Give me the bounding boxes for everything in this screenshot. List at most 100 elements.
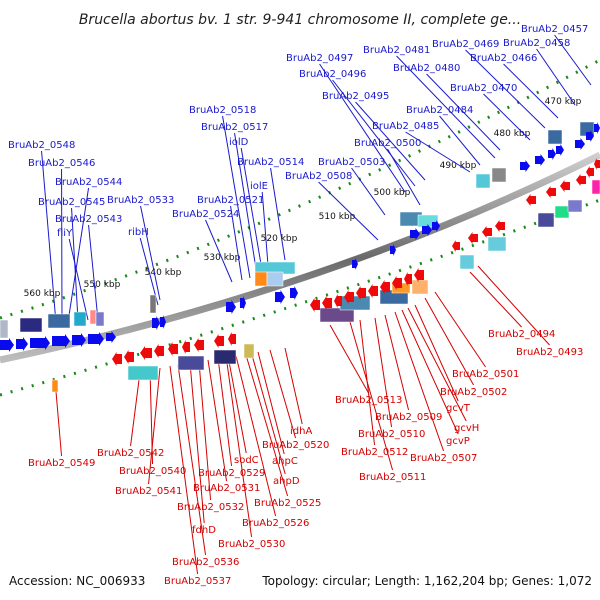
feature-block[interactable]	[319, 307, 355, 323]
feature-block[interactable]	[567, 199, 583, 213]
forward-gene-arrow[interactable]	[556, 144, 564, 156]
feature-block[interactable]	[213, 349, 237, 365]
feature-block[interactable]	[127, 365, 159, 381]
feature-block[interactable]	[487, 236, 507, 252]
gene-label-forward[interactable]: BruAb2_0514	[237, 157, 304, 168]
gene-label-reverse[interactable]: BruAb2_0549	[28, 458, 95, 469]
gene-label-forward[interactable]: ribH	[128, 227, 149, 238]
gene-label-forward[interactable]: BruAb2_0497	[286, 53, 353, 64]
gene-label-reverse[interactable]: BruAb2_0512	[341, 447, 408, 458]
feature-block[interactable]	[459, 254, 475, 270]
feature-block[interactable]	[554, 205, 570, 219]
reverse-gene-arrow[interactable]	[526, 194, 536, 206]
gene-label-reverse[interactable]: BruAb2_0510	[358, 429, 425, 440]
gene-label-reverse[interactable]: ahpC	[272, 456, 298, 467]
forward-gene-arrow[interactable]	[535, 154, 545, 166]
reverse-gene-arrow[interactable]	[576, 174, 586, 186]
forward-gene-arrow[interactable]	[520, 160, 530, 172]
gene-label-forward[interactable]: BruAb2_0495	[322, 91, 389, 102]
reverse-gene-arrow[interactable]	[546, 186, 556, 198]
forward-gene-arrow[interactable]	[160, 315, 166, 329]
forward-gene-arrow[interactable]	[352, 258, 358, 270]
gene-label-forward[interactable]: BruAb2_0543	[55, 214, 122, 225]
feature-block[interactable]	[411, 279, 429, 295]
gene-label-forward[interactable]: BruAb2_0496	[299, 69, 366, 80]
gene-label-reverse[interactable]: BruAb2_0531	[193, 483, 260, 494]
forward-gene-arrow[interactable]	[575, 138, 585, 150]
reverse-gene-arrow[interactable]	[140, 346, 152, 360]
forward-gene-arrow[interactable]	[390, 244, 396, 256]
forward-gene-arrow[interactable]	[548, 148, 556, 160]
gene-label-reverse[interactable]: BruAb2_0507	[410, 453, 477, 464]
gene-label-reverse[interactable]: BruAb2_0502	[440, 387, 507, 398]
gene-label-forward[interactable]: BruAb2_0521	[197, 195, 264, 206]
reverse-gene-arrow[interactable]	[452, 240, 460, 252]
forward-gene-arrow[interactable]	[30, 336, 50, 350]
reverse-gene-arrow[interactable]	[168, 342, 178, 356]
forward-gene-arrow[interactable]	[0, 338, 14, 352]
reverse-gene-arrow[interactable]	[368, 284, 378, 298]
gene-label-forward[interactable]: BruAb2_0500	[354, 138, 421, 149]
feature-block[interactable]	[0, 319, 9, 339]
gene-label-forward[interactable]: BruAb2_0466	[470, 53, 537, 64]
forward-gene-arrow[interactable]	[432, 220, 440, 232]
feature-block[interactable]	[547, 129, 563, 145]
reverse-gene-arrow[interactable]	[334, 294, 342, 308]
gene-label-forward[interactable]: BruAb2_0457	[521, 24, 588, 35]
reverse-gene-arrow[interactable]	[154, 344, 164, 358]
forward-gene-arrow[interactable]	[275, 290, 285, 304]
gene-label-forward[interactable]: BruAb2_0546	[28, 158, 95, 169]
reverse-gene-arrow[interactable]	[310, 298, 320, 312]
gene-label-forward[interactable]: iolD	[229, 137, 249, 148]
gene-label-reverse[interactable]: BruAb2_0501	[452, 369, 519, 380]
gene-label-reverse[interactable]: BruAb2_0530	[218, 539, 285, 550]
reverse-gene-arrow[interactable]	[228, 332, 236, 346]
gene-label-forward[interactable]: BruAb2_0480	[393, 63, 460, 74]
gene-label-reverse[interactable]: fdhD	[192, 525, 216, 536]
gene-label-forward[interactable]: BruAb2_0508	[285, 171, 352, 182]
gene-label-reverse[interactable]: BruAb2_0540	[119, 466, 186, 477]
gene-label-reverse[interactable]: gcvH	[454, 423, 479, 434]
forward-gene-arrow[interactable]	[290, 286, 298, 300]
gene-label-forward[interactable]: BruAb2_0484	[406, 105, 473, 116]
gene-label-forward[interactable]: BruAb2_0544	[55, 177, 122, 188]
gene-label-reverse[interactable]: gcvP	[446, 436, 470, 447]
reverse-gene-arrow[interactable]	[356, 286, 366, 300]
gene-label-reverse[interactable]: BruAb2_0532	[177, 502, 244, 513]
gene-label-forward[interactable]: BruAb2_0485	[372, 121, 439, 132]
gene-label-forward[interactable]: BruAb2_0503	[318, 157, 385, 168]
reverse-gene-arrow[interactable]	[414, 268, 424, 282]
forward-gene-arrow[interactable]	[72, 333, 86, 347]
feature-block[interactable]	[339, 295, 371, 311]
forward-gene-arrow[interactable]	[152, 316, 160, 330]
gene-label-reverse[interactable]: sodC	[234, 455, 259, 466]
gene-label-forward[interactable]: BruAb2_0470	[450, 83, 517, 94]
reverse-gene-arrow[interactable]	[594, 158, 600, 170]
gene-label-reverse[interactable]: idhA	[290, 426, 312, 437]
gene-label-forward[interactable]: BruAb2_0469	[432, 39, 499, 50]
feature-block[interactable]	[177, 355, 205, 371]
feature-block[interactable]	[51, 379, 59, 393]
gene-label-reverse[interactable]: BruAb2_0493	[516, 347, 583, 358]
gene-label-reverse[interactable]: BruAb2_0520	[262, 440, 329, 451]
forward-gene-arrow[interactable]	[410, 228, 420, 240]
gene-label-forward[interactable]: BruAb2_0518	[189, 105, 256, 116]
forward-gene-arrow[interactable]	[52, 334, 70, 348]
reverse-gene-arrow[interactable]	[322, 296, 332, 310]
reverse-gene-arrow[interactable]	[194, 338, 204, 352]
gene-label-forward[interactable]: BruAb2_0524	[172, 209, 239, 220]
feature-block[interactable]	[266, 271, 284, 287]
gene-label-reverse[interactable]: BruAb2_0541	[115, 486, 182, 497]
feature-block[interactable]	[591, 179, 600, 195]
gene-label-forward[interactable]: BruAb2_0548	[8, 140, 75, 151]
reverse-gene-arrow[interactable]	[586, 166, 594, 178]
reverse-gene-arrow[interactable]	[112, 352, 122, 366]
gene-label-reverse[interactable]: BruAb2_0526	[242, 518, 309, 529]
gene-label-reverse[interactable]: BruAb2_0511	[359, 472, 426, 483]
gene-label-reverse[interactable]: BruAb2_0525	[254, 498, 321, 509]
reverse-gene-arrow[interactable]	[468, 232, 478, 244]
feature-block[interactable]	[243, 343, 255, 359]
gene-label-forward[interactable]: fliY	[57, 228, 73, 239]
feature-block[interactable]	[19, 317, 43, 333]
feature-block[interactable]	[537, 212, 555, 228]
